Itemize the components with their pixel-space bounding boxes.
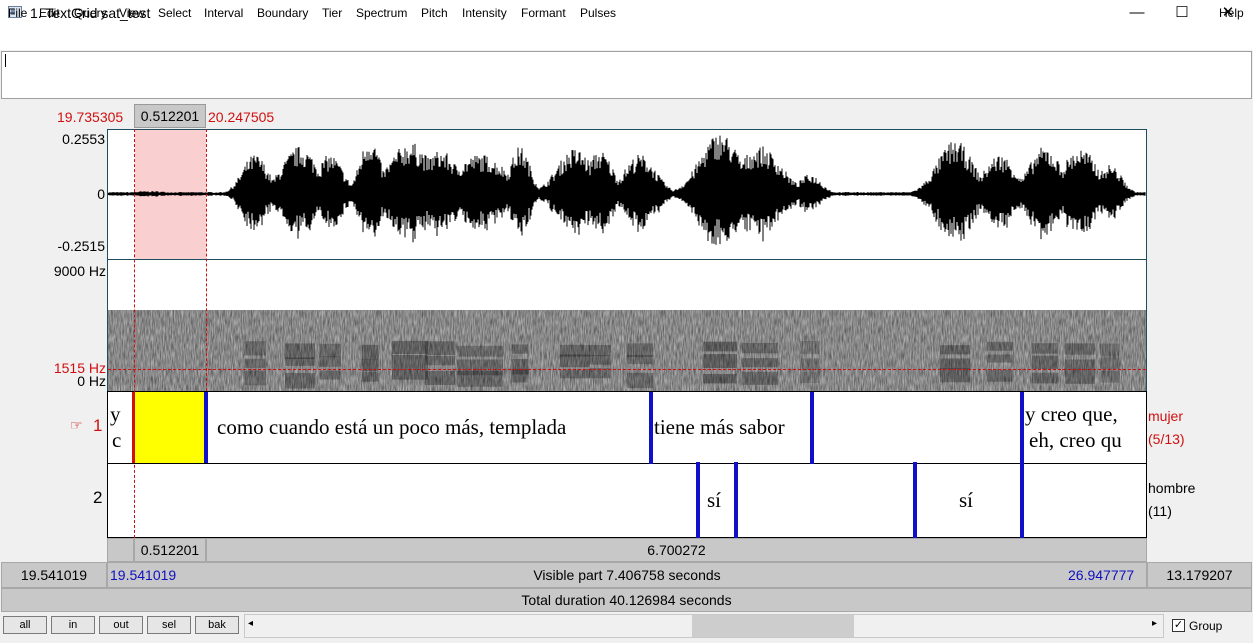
menu-edit[interactable]: Edit xyxy=(39,6,60,20)
tier-mujer[interactable] xyxy=(107,391,1147,464)
selection-start-label: 19.735305 xyxy=(57,109,124,125)
selected-interval[interactable] xyxy=(135,392,206,463)
waveform-min-label: -0.2515 xyxy=(57,238,105,254)
right-hidden-duration-bar[interactable]: 13.179207 xyxy=(1147,562,1252,588)
zoom-back-button[interactable]: bak xyxy=(195,616,239,634)
spectrogram-cursor-label: 1515 Hz xyxy=(53,360,106,376)
group-checkbox[interactable]: ✓ xyxy=(1172,619,1185,632)
interval-text-field[interactable] xyxy=(1,51,1252,99)
waveform-zero-label: 0 xyxy=(97,186,105,202)
window-title: 1. TextGrid sat_test xyxy=(30,5,151,21)
before-selection-bar[interactable] xyxy=(107,538,134,562)
praat-app-icon xyxy=(8,6,22,18)
menu-file[interactable]: File xyxy=(8,6,28,20)
zoom-to-selection-button[interactable]: sel xyxy=(147,616,191,634)
menu-spectrum[interactable]: Spectrum xyxy=(356,6,408,20)
selection-end-label: 20.247505 xyxy=(208,109,275,125)
spectrogram-bottom-label: 0 Hz xyxy=(77,373,106,389)
menu-pulses[interactable]: Pulses xyxy=(580,6,617,20)
tier1-name: mujer xyxy=(1148,408,1184,424)
selection-start-line xyxy=(134,129,135,538)
zoom-out-button[interactable]: out xyxy=(99,616,143,634)
tier1-interval-text: y creo que, xyxy=(1025,402,1118,426)
scroll-left-arrow-icon[interactable]: ◂ xyxy=(248,618,254,629)
selection-end-line xyxy=(206,129,207,391)
tier2-count: (11) xyxy=(1148,503,1172,519)
minimize-button[interactable]: — xyxy=(1129,4,1145,21)
tier1-interval-text: y xyxy=(110,402,121,426)
selection-duration-label[interactable]: 0.512201 xyxy=(134,104,206,128)
tier1-interval-text: c xyxy=(112,428,122,452)
tier2-interval-text: sí xyxy=(959,488,974,512)
visible-part-bar[interactable]: Visible part 7.406758 seconds xyxy=(107,562,1147,588)
tier2-interval-text: sí xyxy=(707,488,722,512)
show-all-button[interactable]: all xyxy=(3,616,47,634)
menu-intensity[interactable]: Intensity xyxy=(462,6,507,20)
title-bar xyxy=(0,0,1253,26)
scroll-right-arrow-icon[interactable]: ▸ xyxy=(1152,618,1158,629)
after-selection-bar[interactable]: 6.700272 xyxy=(206,538,1147,562)
tier2-boundary[interactable] xyxy=(913,462,917,538)
maximize-button[interactable]: ☐ xyxy=(1175,4,1189,21)
tier1-boundary[interactable] xyxy=(810,392,814,464)
menu-bar xyxy=(0,26,1253,50)
tier2-boundary[interactable] xyxy=(1020,464,1024,538)
spectrogram-plot xyxy=(108,310,1146,391)
tier2-number[interactable]: 2 xyxy=(93,488,103,507)
tier1-boundary[interactable] xyxy=(204,392,208,463)
tier1-interval-text: tiene más sabor xyxy=(654,415,785,439)
tier1-boundary-red[interactable] xyxy=(132,392,135,463)
tier2-boundary[interactable] xyxy=(696,462,700,538)
group-checkbox-label: Group xyxy=(1189,619,1223,633)
menu-interval[interactable]: Interval xyxy=(204,6,244,20)
tier1-interval-text: eh, creo qu xyxy=(1029,428,1122,452)
waveform-max-label: 0.2553 xyxy=(62,131,105,147)
zoom-in-button[interactable]: in xyxy=(51,616,95,634)
tier1-interval-text: como cuando está un poco más, templada xyxy=(217,415,567,439)
menu-help[interactable]: Help xyxy=(1219,6,1244,20)
selection-duration-bar[interactable]: 0.512201 xyxy=(134,538,206,562)
frequency-cursor-line xyxy=(108,369,1146,370)
tier2-boundary[interactable] xyxy=(734,462,738,538)
total-duration-bar[interactable]: Total duration 40.126984 seconds xyxy=(1,588,1252,612)
visible-end-label: 26.947777 xyxy=(1068,567,1135,583)
close-button[interactable]: ✕ xyxy=(1221,4,1235,21)
menu-view[interactable]: View xyxy=(119,6,145,20)
tier1-boundary[interactable] xyxy=(1020,392,1024,464)
text-caret xyxy=(5,54,6,67)
tier2-name: hombre xyxy=(1148,480,1196,496)
menu-tier[interactable]: Tier xyxy=(322,6,343,20)
menu-query[interactable]: Query xyxy=(74,6,107,20)
tier1-number[interactable]: 1 xyxy=(93,416,103,435)
scrollbar-thumb[interactable] xyxy=(692,615,854,637)
waveform-plot xyxy=(108,135,1146,245)
visible-start-label: 19.541019 xyxy=(110,567,177,583)
selected-tier-pointer-icon: ☞ xyxy=(70,417,83,433)
left-hidden-duration-bar[interactable]: 19.541019 xyxy=(1,562,107,588)
tier-hombre[interactable] xyxy=(107,464,1147,538)
tier1-boundary[interactable] xyxy=(649,392,653,464)
menu-pitch[interactable]: Pitch xyxy=(421,6,448,20)
menu-boundary[interactable]: Boundary xyxy=(257,6,309,20)
menu-formant[interactable]: Formant xyxy=(521,6,566,20)
tier1-count: (5/13) xyxy=(1148,431,1185,447)
menu-select[interactable]: Select xyxy=(158,6,192,20)
spectrogram-top-label: 9000 Hz xyxy=(53,263,106,279)
